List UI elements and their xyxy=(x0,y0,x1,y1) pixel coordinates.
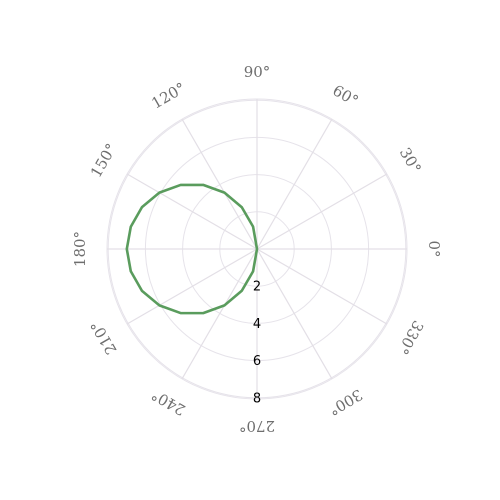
radial-tick-label-4: 4 xyxy=(253,317,261,332)
radial-tick-label-6: 6 xyxy=(253,354,261,369)
radial-tick-labels: 2 4 6 8 xyxy=(253,280,261,407)
angular-gridline-30 xyxy=(256,173,388,250)
angular-gridline-330 xyxy=(256,248,388,325)
angular-tick-label-240: 240° xyxy=(148,385,188,419)
angular-gridline-150 xyxy=(126,173,258,250)
angular-tick-label-330: 330° xyxy=(393,317,427,357)
radial-tick-label-8: 8 xyxy=(253,391,261,406)
angular-tick-label-120: 120° xyxy=(148,79,188,113)
angular-tick-label-180: 180° xyxy=(71,231,89,267)
angular-tick-label-270: 270° xyxy=(239,417,275,435)
angular-tick-label-30: 30° xyxy=(396,144,425,176)
angular-tick-label-300: 300° xyxy=(325,385,365,419)
angular-gridline-60 xyxy=(256,118,333,250)
angular-gridline-300 xyxy=(256,248,333,380)
angular-tick-label-60: 60° xyxy=(329,81,361,110)
radial-tick-label-2: 2 xyxy=(253,280,261,295)
angular-gridlines xyxy=(107,99,407,399)
angular-tick-label-90: 90° xyxy=(244,63,271,81)
series-layer xyxy=(125,183,259,315)
angular-gridline-120 xyxy=(181,118,258,250)
angular-tick-label-0: 0° xyxy=(425,240,443,257)
angular-tick-label-150: 150° xyxy=(87,140,121,180)
angular-tick-label-210: 210° xyxy=(87,317,121,357)
series-line-0 xyxy=(125,183,259,315)
angular-gridline-210 xyxy=(126,248,258,325)
angular-gridline-240 xyxy=(181,248,258,380)
